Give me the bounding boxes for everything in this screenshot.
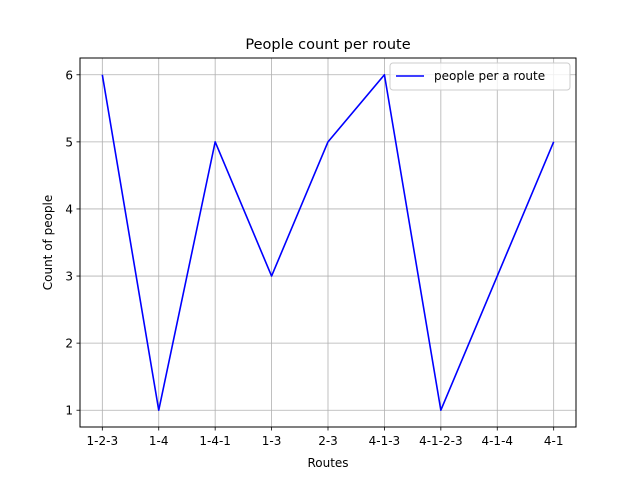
x-tick-label: 4-1-3 (369, 434, 401, 448)
legend: people per a route (389, 62, 571, 91)
x-tick-label: 1-4 (149, 434, 169, 448)
x-tick-label: 1-3 (262, 434, 282, 448)
x-tick-label: 1-4-1 (199, 434, 231, 448)
ticks: 1-2-3 1-4 1-4-1 1-3 2-3 4-1-3 4-1-2-3 4-1-4 4-1 1… (65, 68, 563, 448)
legend-label: people per a route (434, 69, 545, 83)
y-tick-label: 2 (65, 337, 73, 351)
x-tick-label: 4-1-4 (481, 434, 513, 448)
y-tick-label: 1 (65, 404, 73, 418)
y-axis-label: Count of people (41, 195, 55, 291)
y-tick-label: 4 (65, 202, 73, 216)
x-axis-label: Routes (307, 456, 348, 470)
y-tick-label: 6 (65, 68, 73, 82)
chart-title: People count per route (245, 37, 410, 53)
x-tick-label: 1-2-3 (87, 434, 119, 448)
x-tick-label: 4-1-2-3 (419, 434, 463, 448)
legend-box (389, 62, 571, 91)
series-layer (101, 73, 555, 412)
y-tick-label: 3 (65, 270, 73, 284)
series-line (101, 73, 555, 412)
x-tick-label: 4-1 (544, 434, 564, 448)
x-tick-label: 2-3 (318, 434, 338, 448)
y-tick-label: 5 (65, 135, 73, 149)
